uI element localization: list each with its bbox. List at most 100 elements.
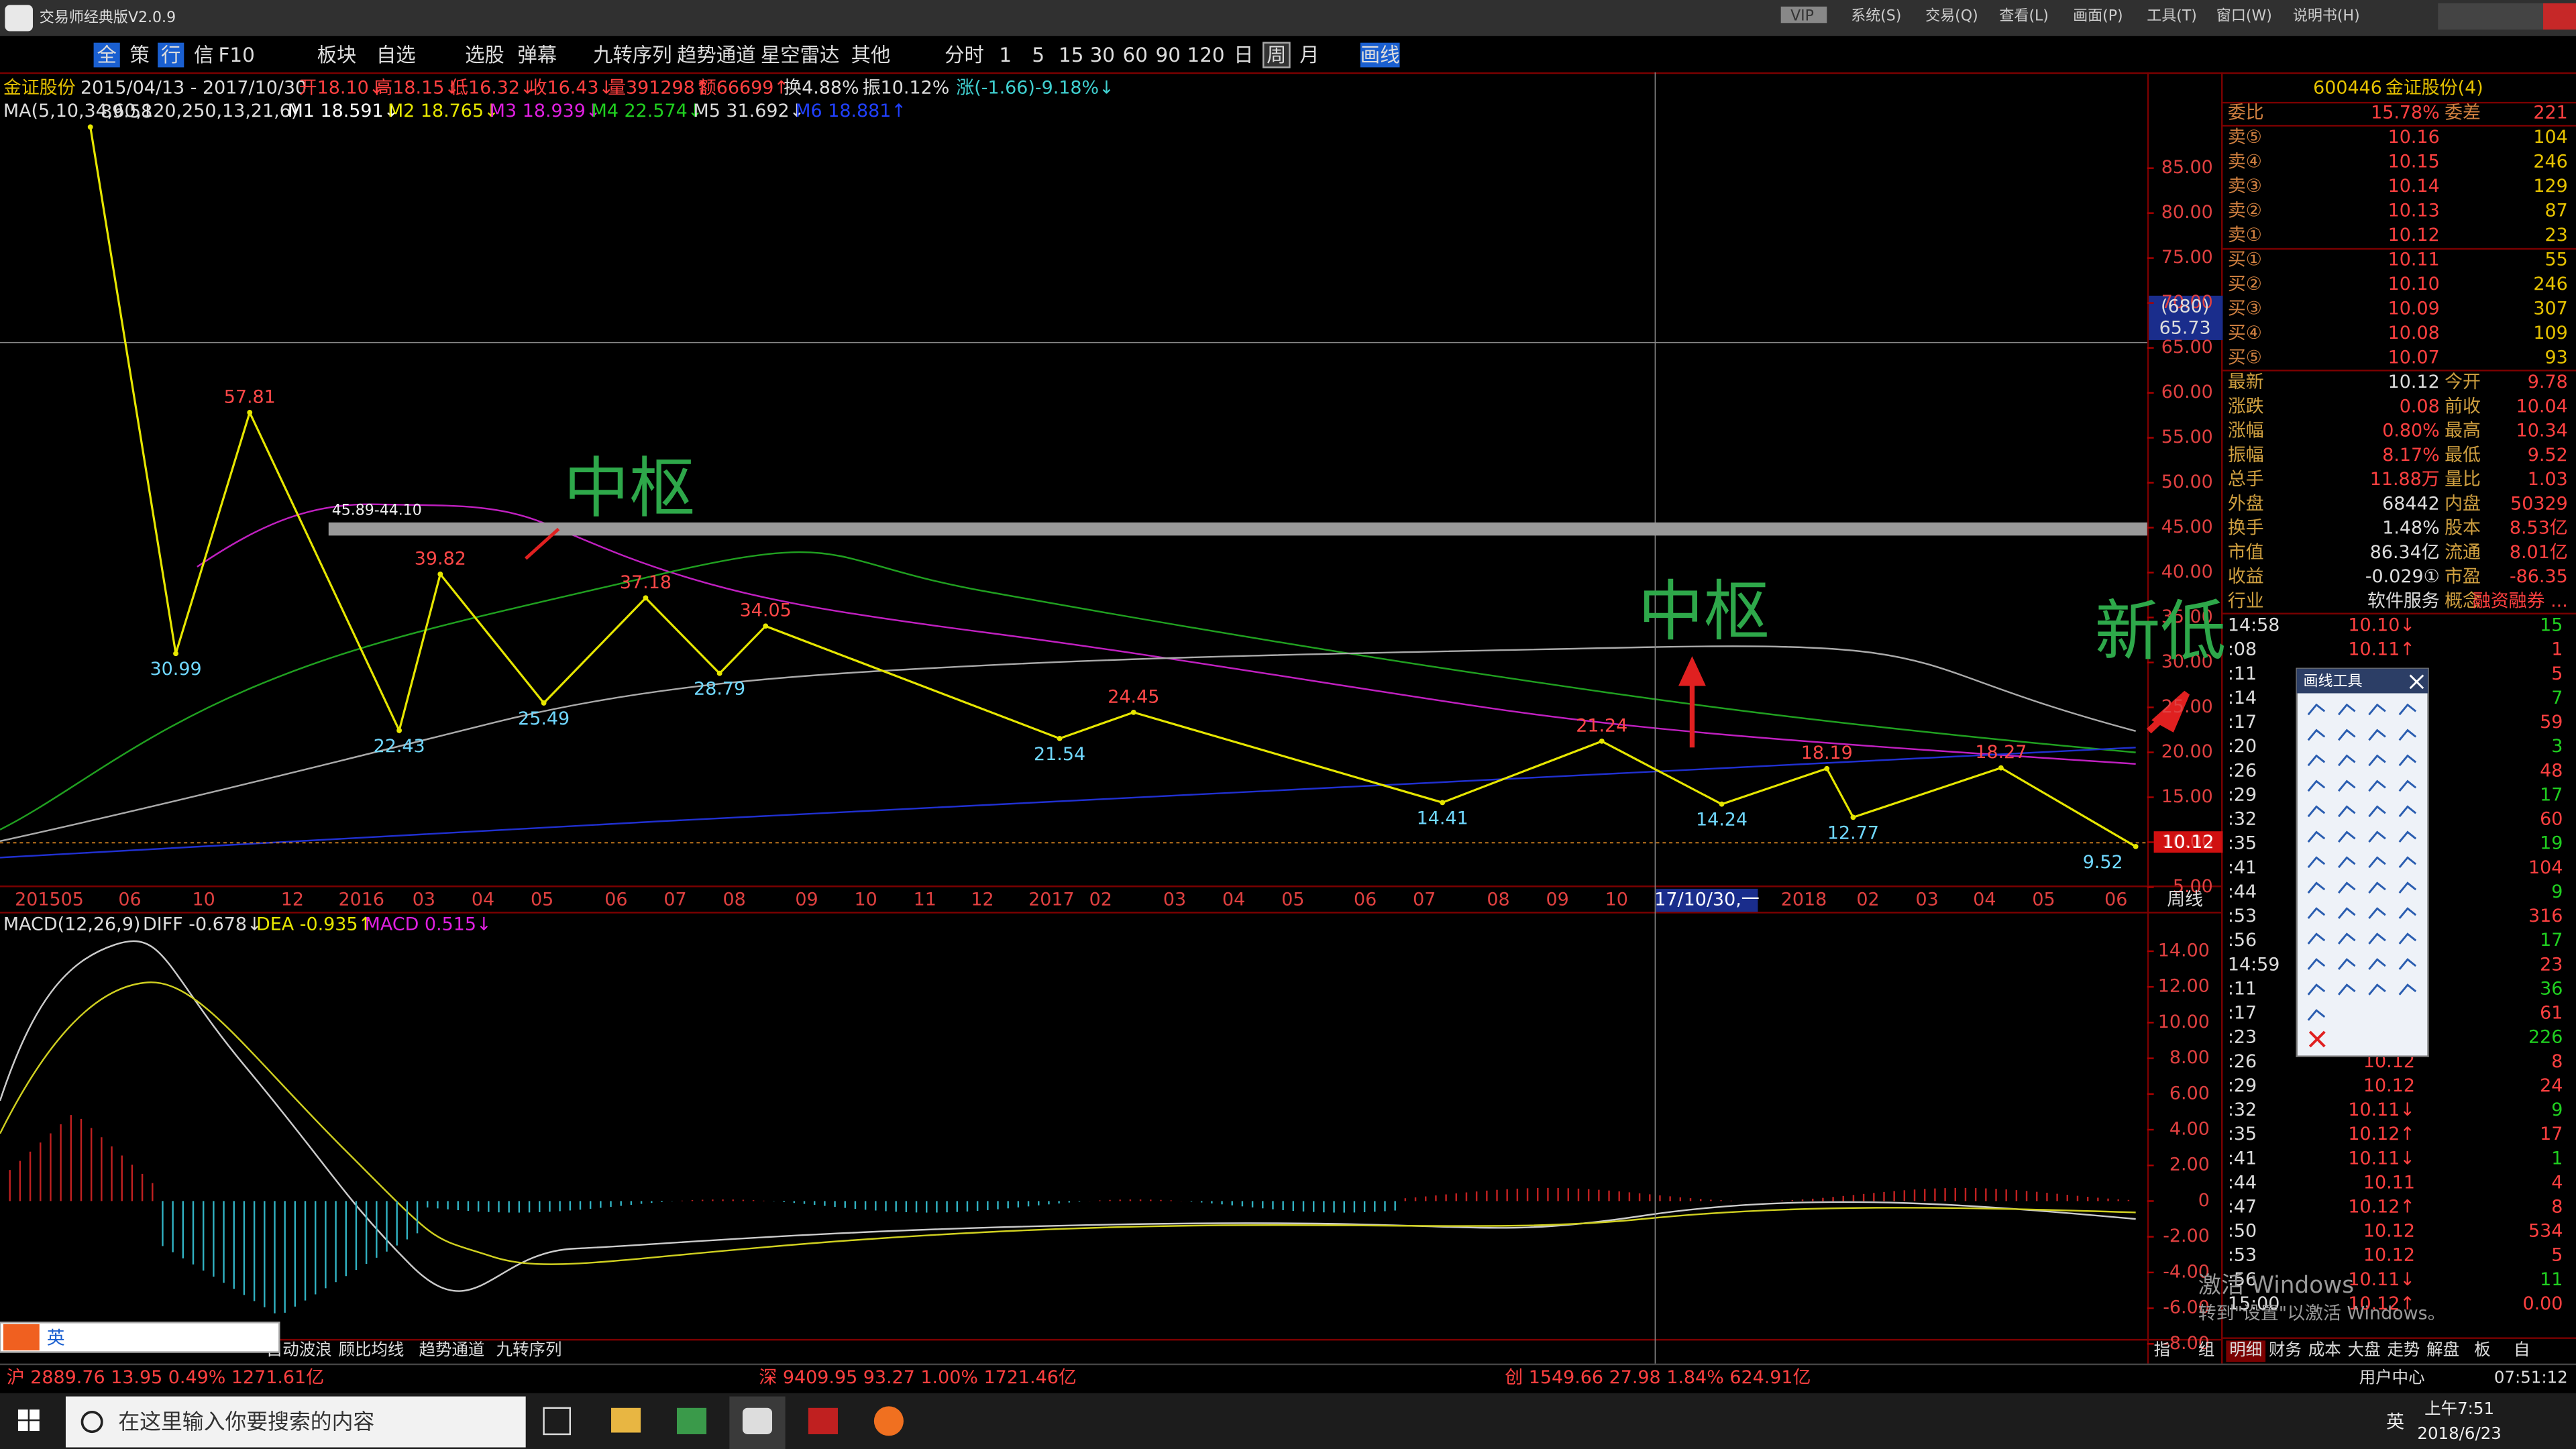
- menu-item[interactable]: 说明书(H): [2293, 7, 2360, 24]
- app-icon[interactable]: [873, 1406, 904, 1436]
- draw-tool-icon[interactable]: [2307, 983, 2326, 996]
- draw-tool-icon[interactable]: [2337, 907, 2356, 919]
- draw-tool-icon[interactable]: [2307, 907, 2326, 919]
- menu-item[interactable]: VIP: [1790, 7, 1814, 24]
- draw-tool-icon[interactable]: [2398, 983, 2417, 996]
- tab[interactable]: 板: [2474, 1340, 2490, 1359]
- draw-tool-icon[interactable]: [2398, 805, 2417, 818]
- toolbar-item[interactable]: 信: [194, 44, 213, 66]
- draw-tool-popup[interactable]: [2296, 667, 2429, 1057]
- toolbar-item[interactable]: 其他: [851, 44, 891, 66]
- draw-tool-icon[interactable]: [2398, 881, 2417, 894]
- toolbar-item[interactable]: 行: [161, 44, 180, 66]
- draw-tool-icon[interactable]: [2398, 907, 2417, 919]
- toolbar-item[interactable]: 分时: [945, 44, 984, 66]
- toolbar-item[interactable]: 九转序列: [593, 44, 672, 66]
- draw-tool-icon[interactable]: [2337, 856, 2356, 869]
- tab[interactable]: 组: [2198, 1340, 2214, 1359]
- draw-tool-icon[interactable]: [2368, 729, 2386, 741]
- draw-tool-icon[interactable]: [2398, 729, 2417, 741]
- draw-tool-icon[interactable]: [2398, 754, 2417, 767]
- draw-tool-icon[interactable]: [2337, 754, 2356, 767]
- draw-tool-icon[interactable]: [2368, 754, 2386, 767]
- draw-tool-icon[interactable]: [2307, 958, 2326, 970]
- toolbar-item[interactable]: 选股: [465, 44, 504, 66]
- tab[interactable]: 自: [2514, 1340, 2530, 1359]
- tab[interactable]: 走势: [2387, 1340, 2420, 1359]
- toolbar-item[interactable]: 30: [1090, 44, 1115, 66]
- draw-tool-icon[interactable]: [2337, 983, 2356, 996]
- draw-tool-icon[interactable]: [2337, 830, 2356, 843]
- draw-tool-icon[interactable]: [2398, 856, 2417, 869]
- menu-item[interactable]: 查看(L): [1999, 7, 2049, 24]
- user-center[interactable]: 用户中心: [2359, 1368, 2425, 1387]
- menu-item[interactable]: 系统(S): [1851, 7, 1901, 24]
- draw-tool-icon[interactable]: [2307, 830, 2326, 843]
- draw-tool-icon[interactable]: [2368, 958, 2386, 970]
- toolbar-item[interactable]: 策: [129, 44, 149, 66]
- tab[interactable]: 大盘: [2348, 1340, 2381, 1359]
- tab[interactable]: 明细: [2229, 1340, 2262, 1359]
- draw-tool-icon[interactable]: [2368, 780, 2386, 792]
- menu-item[interactable]: 交易(Q): [1925, 7, 1978, 24]
- toolbar-item[interactable]: 星空雷达: [761, 44, 840, 66]
- toolbar-item[interactable]: 5: [1032, 44, 1044, 66]
- draw-tool-icon[interactable]: [2307, 729, 2326, 741]
- draw-tool-icon[interactable]: [2398, 932, 2417, 945]
- toolbar-item[interactable]: 画线: [1360, 44, 1400, 66]
- search-box[interactable]: [65, 1396, 526, 1448]
- tab[interactable]: 财务: [2269, 1340, 2302, 1359]
- popup-close[interactable]: [2409, 674, 2424, 690]
- toolbar-item[interactable]: 全: [97, 44, 116, 66]
- menu-item[interactable]: 窗口(W): [2216, 7, 2272, 24]
- draw-tool-icon[interactable]: [2368, 932, 2386, 945]
- app-icon[interactable]: [808, 1407, 838, 1434]
- draw-tool-icon[interactable]: [2368, 983, 2386, 996]
- toolbar-item[interactable]: 60: [1123, 44, 1148, 66]
- tab[interactable]: 解盘: [2426, 1340, 2459, 1359]
- search-placeholder[interactable]: 在这里输入你要搜索的内容: [118, 1409, 374, 1434]
- app-icon[interactable]: [676, 1407, 707, 1434]
- toolbar-item[interactable]: 90: [1156, 44, 1181, 66]
- explorer-icon[interactable]: [611, 1407, 641, 1433]
- draw-tool-icon[interactable]: [2307, 780, 2326, 792]
- draw-tool-icon[interactable]: [2307, 703, 2326, 716]
- draw-tool-icon[interactable]: [2337, 729, 2356, 741]
- draw-tool-icon[interactable]: [2398, 703, 2417, 716]
- start-button[interactable]: [17, 1409, 40, 1432]
- toolbar-item[interactable]: 1: [999, 44, 1012, 66]
- toolbar-item[interactable]: 日: [1234, 44, 1253, 66]
- draw-tool-icon[interactable]: [2337, 780, 2356, 792]
- draw-tool-icon[interactable]: [2368, 856, 2386, 869]
- draw-tool-icon[interactable]: [2307, 805, 2326, 818]
- tab[interactable]: 成本: [2308, 1340, 2341, 1359]
- draw-tool-icon[interactable]: [2337, 805, 2356, 818]
- draw-tool-icon[interactable]: [2337, 958, 2356, 970]
- draw-tool-icon[interactable]: [2368, 881, 2386, 894]
- tab[interactable]: 指: [2154, 1340, 2170, 1359]
- indicator-tab[interactable]: 趋势通道: [419, 1340, 485, 1359]
- toolbar-item[interactable]: 趋势通道: [677, 44, 756, 66]
- draw-tool-icon[interactable]: [2307, 881, 2326, 894]
- toolbar-item[interactable]: F10: [219, 44, 255, 66]
- draw-tool-icon[interactable]: [2398, 958, 2417, 970]
- draw-tool-icon[interactable]: [2307, 856, 2326, 869]
- toolbar-item[interactable]: 板块: [317, 44, 357, 66]
- draw-tool-icon[interactable]: [2337, 881, 2356, 894]
- indicator-tab[interactable]: 顾比均线: [339, 1340, 405, 1359]
- indicator-tab[interactable]: 九转序列: [496, 1340, 562, 1359]
- draw-tool-icon[interactable]: [2368, 830, 2386, 843]
- delete-tool[interactable]: [2308, 1030, 2326, 1048]
- toolbar-item[interactable]: 月: [1299, 44, 1319, 66]
- toolbar-item[interactable]: 自选: [376, 44, 416, 66]
- close-button[interactable]: [2543, 3, 2576, 30]
- draw-tool-icon[interactable]: [2368, 703, 2386, 716]
- toolbar-item[interactable]: 15: [1059, 44, 1083, 66]
- draw-tool-icon[interactable]: [2337, 703, 2356, 716]
- toolbar-item[interactable]: 120: [1187, 44, 1225, 66]
- draw-tool-icon[interactable]: [2398, 780, 2417, 792]
- draw-tool-icon[interactable]: [2368, 907, 2386, 919]
- draw-tool-icon[interactable]: [2307, 1009, 2326, 1021]
- toolbar-item[interactable]: 周: [1267, 44, 1286, 66]
- toolbar-item[interactable]: 弹幕: [517, 44, 557, 66]
